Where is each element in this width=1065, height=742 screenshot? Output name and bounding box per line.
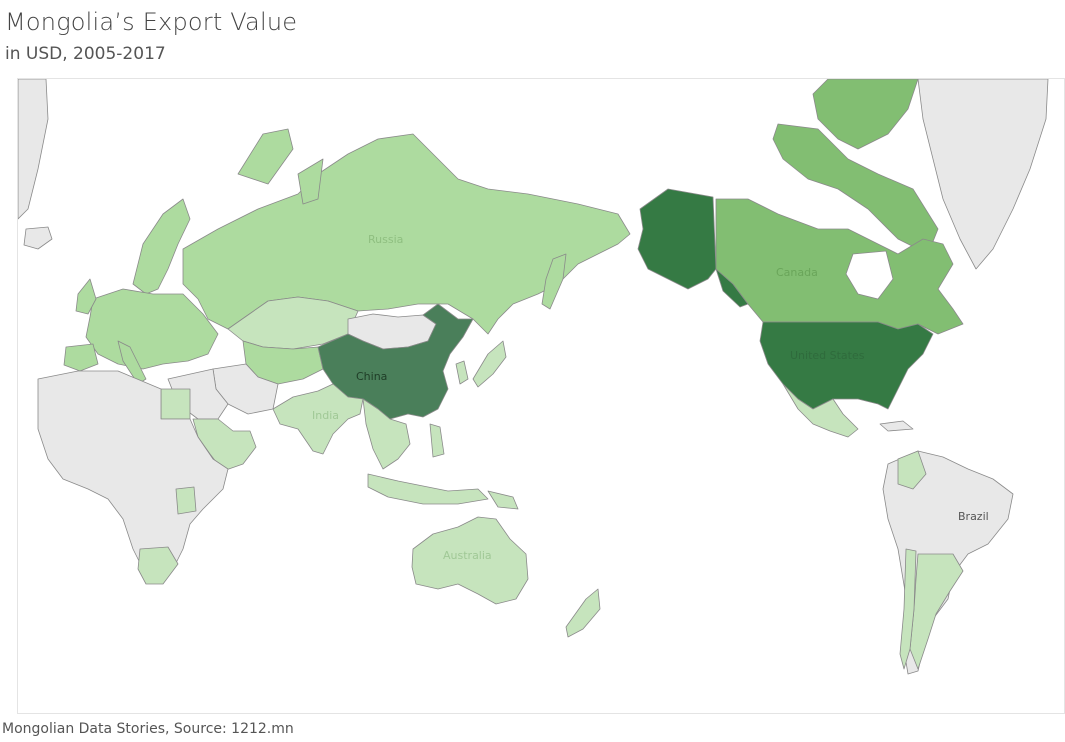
region-argentina[interactable] <box>909 553 964 670</box>
region-canada-islands[interactable] <box>812 79 919 150</box>
chart-title: Mongolia’s Export Value <box>5 8 298 36</box>
region-south-africa[interactable] <box>137 546 179 585</box>
region-united-states[interactable] <box>759 321 934 410</box>
label-united-states: United States <box>790 349 865 362</box>
label-canada: Canada <box>776 266 818 279</box>
region-hudson-bay <box>845 250 894 300</box>
region-scandinavia[interactable] <box>132 198 191 295</box>
region-kamchatka[interactable] <box>541 253 567 310</box>
region-canada[interactable] <box>715 198 964 335</box>
map-view[interactable]: Russia Canada China India Australia Braz… <box>17 78 1065 714</box>
region-papua[interactable] <box>487 490 519 510</box>
region-greenland[interactable] <box>917 79 1049 270</box>
region-russia-islands[interactable] <box>237 128 294 185</box>
source-footer: Mongolian Data Stories, Source: 1212.mn <box>2 721 294 737</box>
region-west-fragment[interactable] <box>18 79 49 220</box>
label-china: China <box>356 370 387 383</box>
region-novaya-zemlya[interactable] <box>297 158 324 205</box>
region-japan[interactable] <box>472 340 507 388</box>
region-west-fragment-2[interactable] <box>23 226 53 250</box>
region-caribbean[interactable] <box>879 420 914 432</box>
label-australia: Australia <box>443 549 492 562</box>
region-korea[interactable] <box>455 360 469 385</box>
region-africa[interactable] <box>37 370 229 580</box>
region-southeast-asia[interactable] <box>362 398 411 470</box>
chart-subtitle: in USD, 2005-2017 <box>5 44 166 64</box>
region-alaska[interactable] <box>637 188 717 290</box>
label-india: India <box>312 409 339 422</box>
label-russia: Russia <box>368 233 403 246</box>
region-uk[interactable] <box>75 278 97 315</box>
region-chile[interactable] <box>899 548 917 670</box>
region-europe[interactable] <box>85 288 219 370</box>
region-iberia[interactable] <box>63 343 99 372</box>
region-colombia[interactable] <box>897 450 927 490</box>
region-new-zealand[interactable] <box>565 588 601 638</box>
region-australia[interactable] <box>411 516 529 605</box>
world-map[interactable]: Russia Canada China India Australia Braz… <box>18 79 1064 713</box>
region-south-asia[interactable] <box>272 383 364 455</box>
region-east-africa[interactable] <box>175 486 197 515</box>
region-indonesia[interactable] <box>367 473 489 505</box>
region-egypt[interactable] <box>160 388 191 420</box>
region-mexico[interactable] <box>782 383 859 438</box>
region-philippines[interactable] <box>429 423 445 458</box>
label-brazil: Brazil <box>958 510 989 523</box>
